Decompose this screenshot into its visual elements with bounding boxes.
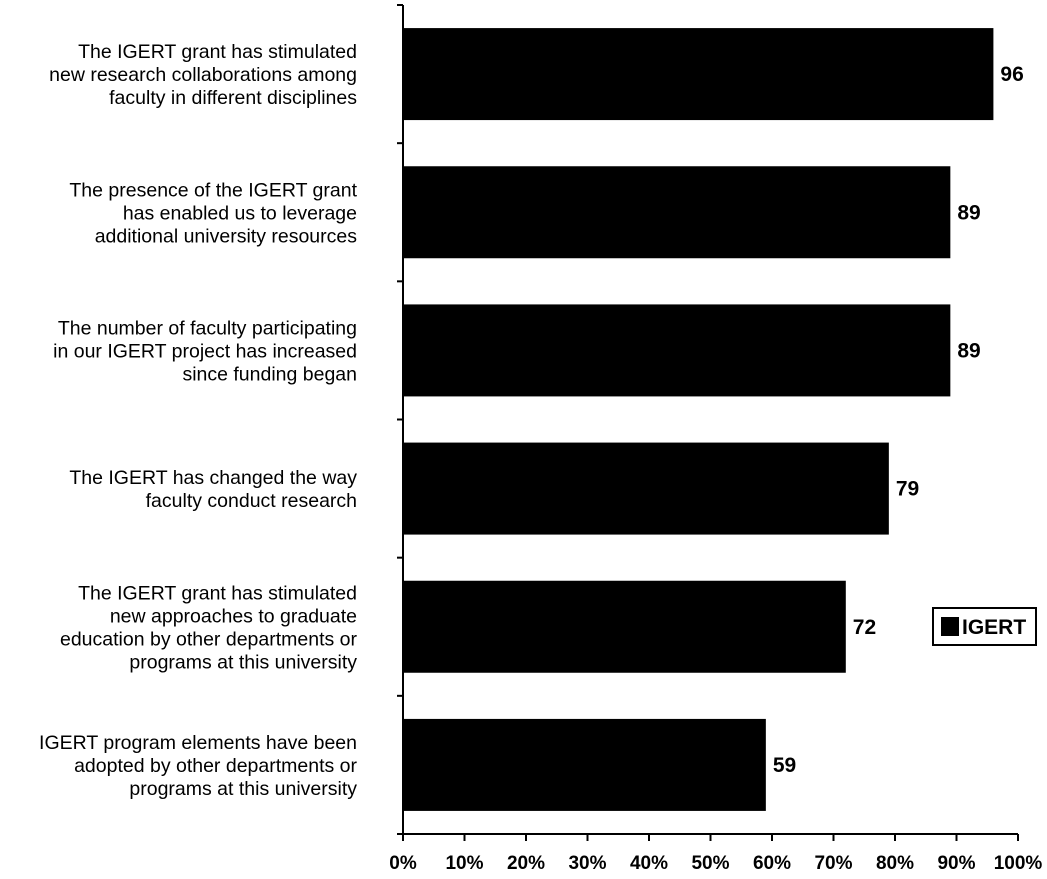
x-tick-labels: 0% 10% 20% 30% 40% 50% 60% 70% 80% 90% 100% — [389, 853, 1042, 874]
category-label: The IGERT has changed the way — [69, 467, 357, 489]
x-tick-label: 70% — [814, 853, 852, 874]
category-label: The number of faculty participating — [58, 317, 357, 339]
category-label: education by other departments or — [60, 628, 358, 650]
bar — [403, 28, 994, 121]
chart-axes — [397, 4, 1019, 841]
bar — [403, 442, 889, 535]
x-tick-label: 30% — [568, 853, 606, 874]
category-label: The IGERT grant has stimulated — [78, 582, 357, 604]
data-label: 96 — [1000, 63, 1023, 86]
bar — [403, 166, 951, 259]
category-label: The IGERT grant has stimulated — [78, 41, 357, 63]
legend-swatch-igert — [941, 617, 959, 636]
legend-label-igert: IGERT — [962, 616, 1026, 639]
x-tick-label: 80% — [876, 853, 914, 874]
x-tick-label: 20% — [507, 853, 545, 874]
category-label: faculty in different disciplines — [109, 87, 357, 109]
x-tick-label: 60% — [753, 853, 791, 874]
category-label: faculty conduct research — [146, 490, 357, 512]
data-label: 72 — [853, 616, 876, 639]
x-tick-label: 50% — [691, 853, 729, 874]
category-label: new approaches to graduate — [110, 605, 357, 627]
category-label: in our IGERT project has increased — [53, 340, 357, 362]
bar — [403, 580, 846, 673]
category-label: programs at this university — [129, 651, 357, 673]
category-label: programs at this university — [129, 778, 357, 800]
chart-bars — [403, 28, 994, 811]
value-labels: 96 89 89 79 72 59 — [773, 63, 1024, 777]
x-tick-label: 40% — [630, 853, 668, 874]
data-label: 59 — [773, 754, 796, 777]
data-label: 89 — [957, 201, 980, 224]
x-tick-label: 90% — [937, 853, 975, 874]
bar — [403, 304, 951, 397]
data-label: 89 — [957, 339, 980, 362]
category-label: The presence of the IGERT grant — [69, 179, 357, 201]
x-tick-label: 10% — [445, 853, 483, 874]
legend: IGERT — [932, 607, 1037, 646]
x-tick-label: 100% — [994, 853, 1043, 874]
x-tick-label: 0% — [389, 853, 417, 874]
data-label: 79 — [896, 478, 919, 501]
category-label: new research collaborations among — [49, 64, 357, 86]
category-label: adopted by other departments or — [74, 755, 357, 777]
category-label: IGERT program elements have been — [39, 732, 357, 754]
category-label: since funding began — [182, 363, 357, 385]
bar — [403, 718, 766, 811]
category-label: has enabled us to leverage — [123, 202, 357, 224]
category-label: additional university resources — [95, 225, 358, 247]
